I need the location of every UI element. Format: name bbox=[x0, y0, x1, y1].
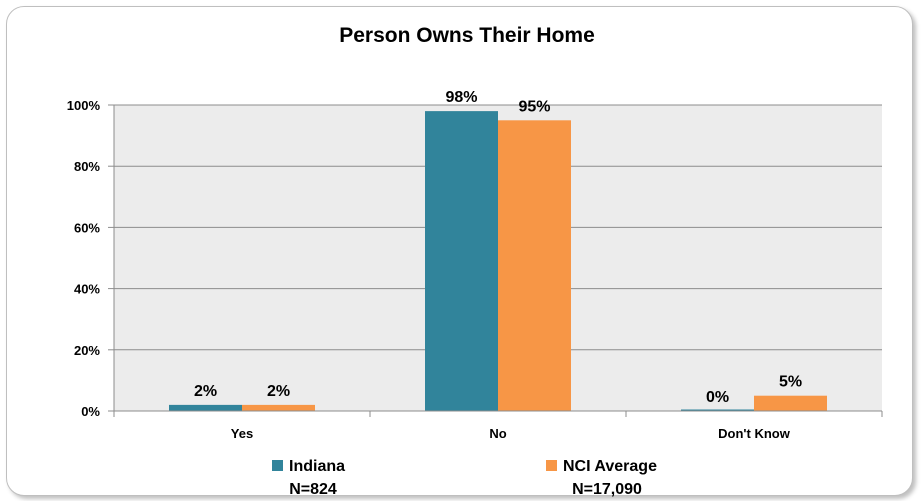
data-label: 98% bbox=[445, 89, 477, 106]
bar bbox=[425, 111, 498, 412]
legend-sample-size: N=824 bbox=[289, 481, 337, 498]
data-label: 2% bbox=[194, 383, 217, 400]
y-tick-label: 60% bbox=[74, 220, 100, 235]
data-labels: 2% 2% 98% 95% 0% 5% bbox=[194, 89, 802, 406]
legend-sample-size: N=17,090 bbox=[572, 481, 642, 498]
x-tick-label: No bbox=[489, 426, 506, 441]
y-axis-tick-labels: 0% 20% 40% 60% 80% 100% bbox=[67, 98, 101, 419]
bars bbox=[169, 111, 827, 412]
y-tick-label: 20% bbox=[74, 343, 100, 358]
legend: Indiana N=824 NCI Average N=17,090 bbox=[272, 458, 657, 498]
legend-series-name: Indiana bbox=[289, 458, 345, 475]
bar bbox=[242, 404, 315, 411]
bar bbox=[498, 120, 571, 412]
data-label: 2% bbox=[267, 383, 290, 400]
chart-title: Person Owns Their Home bbox=[339, 24, 595, 47]
data-label: 95% bbox=[518, 98, 550, 115]
legend-swatch bbox=[546, 460, 557, 471]
legend-series-name: NCI Average bbox=[563, 458, 657, 475]
legend-swatch bbox=[272, 460, 283, 471]
y-tick-label: 100% bbox=[67, 98, 101, 113]
data-label: 0% bbox=[706, 389, 729, 406]
bar bbox=[754, 395, 827, 411]
y-tick-label: 0% bbox=[81, 404, 100, 419]
bar bbox=[681, 409, 754, 411]
x-tick-label: Don't Know bbox=[718, 426, 791, 441]
bar bbox=[169, 404, 242, 411]
y-tick-label: 80% bbox=[74, 159, 100, 174]
x-tick-label: Yes bbox=[231, 426, 253, 441]
data-label: 5% bbox=[779, 374, 802, 391]
x-axis-tick-labels: Yes No Don't Know bbox=[113, 411, 883, 441]
y-tick-label: 40% bbox=[74, 282, 100, 297]
